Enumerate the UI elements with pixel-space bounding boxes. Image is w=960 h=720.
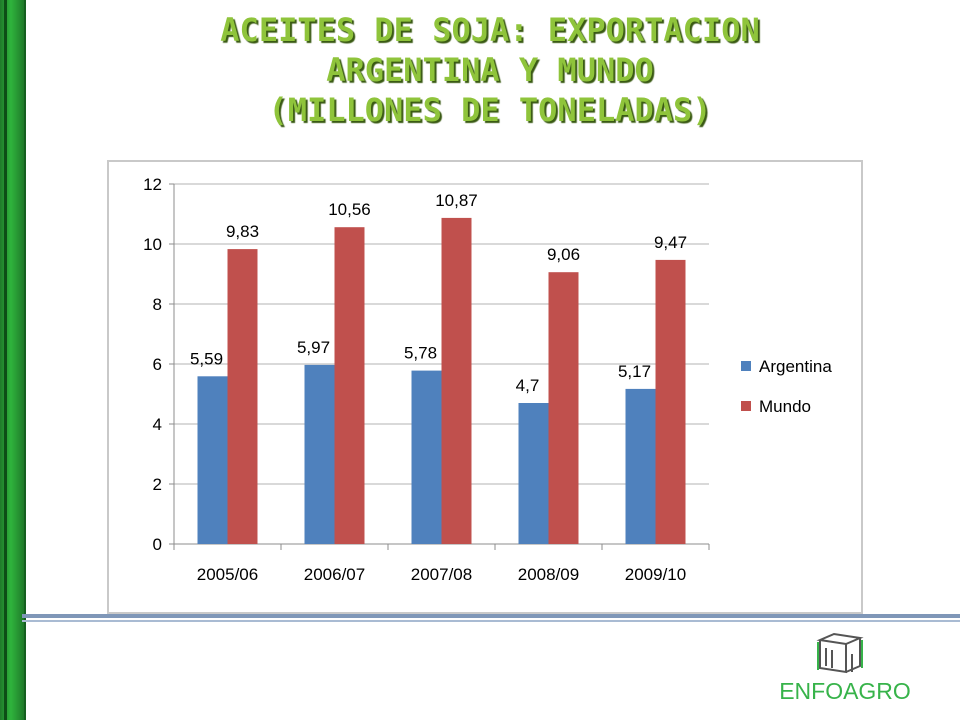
footer-rule-thin — [22, 620, 960, 622]
enfoagro-logo: ENFOAGRO — [770, 628, 920, 708]
bar-chart: 0 2 4 6 8 10 12 2005/06 5,59 9,83 2006/07 5,97 10,56… — [143, 175, 832, 584]
bar-mundo — [227, 249, 258, 544]
bar-mundo — [334, 227, 365, 544]
legend-label: Argentina — [759, 357, 832, 376]
title-line-3: (MILLONES DE TONELADAS) — [268, 91, 712, 129]
chart-frame: 0 2 4 6 8 10 12 2005/06 5,59 9,83 2006/07 5,97 10,56… — [107, 160, 863, 614]
x-tick-label: 2007/08 — [411, 565, 472, 584]
y-tick-label: 4 — [153, 415, 162, 434]
x-tick-label: 2006/07 — [304, 565, 365, 584]
x-tick-label: 2005/06 — [197, 565, 258, 584]
y-tick-label: 12 — [143, 175, 162, 194]
x-tick-label: 2009/10 — [625, 565, 686, 584]
data-label: 5,97 — [297, 338, 330, 357]
building-icon — [816, 632, 864, 674]
y-tick-label: 6 — [153, 355, 162, 374]
bar-argentina — [197, 376, 228, 544]
bar-mundo — [655, 259, 686, 544]
data-label: 9,47 — [654, 233, 687, 252]
data-label: 9,06 — [547, 245, 580, 264]
data-label: 5,78 — [404, 344, 437, 363]
y-tick-label: 8 — [153, 295, 162, 314]
data-label: 4,7 — [516, 376, 540, 395]
title-line-1: ACEITES DE SOJA: EXPORTACION — [220, 11, 760, 49]
data-label: 5,59 — [190, 349, 223, 368]
bar-argentina — [304, 364, 335, 544]
data-label: 5,17 — [618, 362, 651, 381]
y-tick-label: 0 — [153, 535, 162, 554]
bar-argentina — [411, 370, 442, 544]
legend-swatch — [741, 361, 751, 371]
bar-argentina — [625, 388, 656, 544]
footer-rule — [22, 614, 960, 618]
slide-title: ACEITES DE SOJA: EXPORTACION ARGENTINA Y… — [40, 10, 940, 130]
bar-argentina — [518, 403, 549, 544]
bar-mundo — [441, 217, 472, 544]
data-label: 9,83 — [226, 222, 259, 241]
y-tick-label: 2 — [153, 475, 162, 494]
title-line-2: ARGENTINA Y MUNDO — [326, 51, 654, 89]
legend-label: Mundo — [759, 397, 811, 416]
bar-mundo — [548, 272, 579, 544]
data-label: 10,87 — [435, 191, 478, 210]
data-label: 10,56 — [328, 200, 371, 219]
legend-swatch — [741, 401, 751, 411]
logo-text: ENFOAGRO — [779, 678, 911, 704]
left-accent-line — [4, 0, 7, 720]
y-tick-label: 10 — [143, 235, 162, 254]
left-accent-bar — [0, 0, 26, 720]
x-tick-label: 2008/09 — [518, 565, 579, 584]
